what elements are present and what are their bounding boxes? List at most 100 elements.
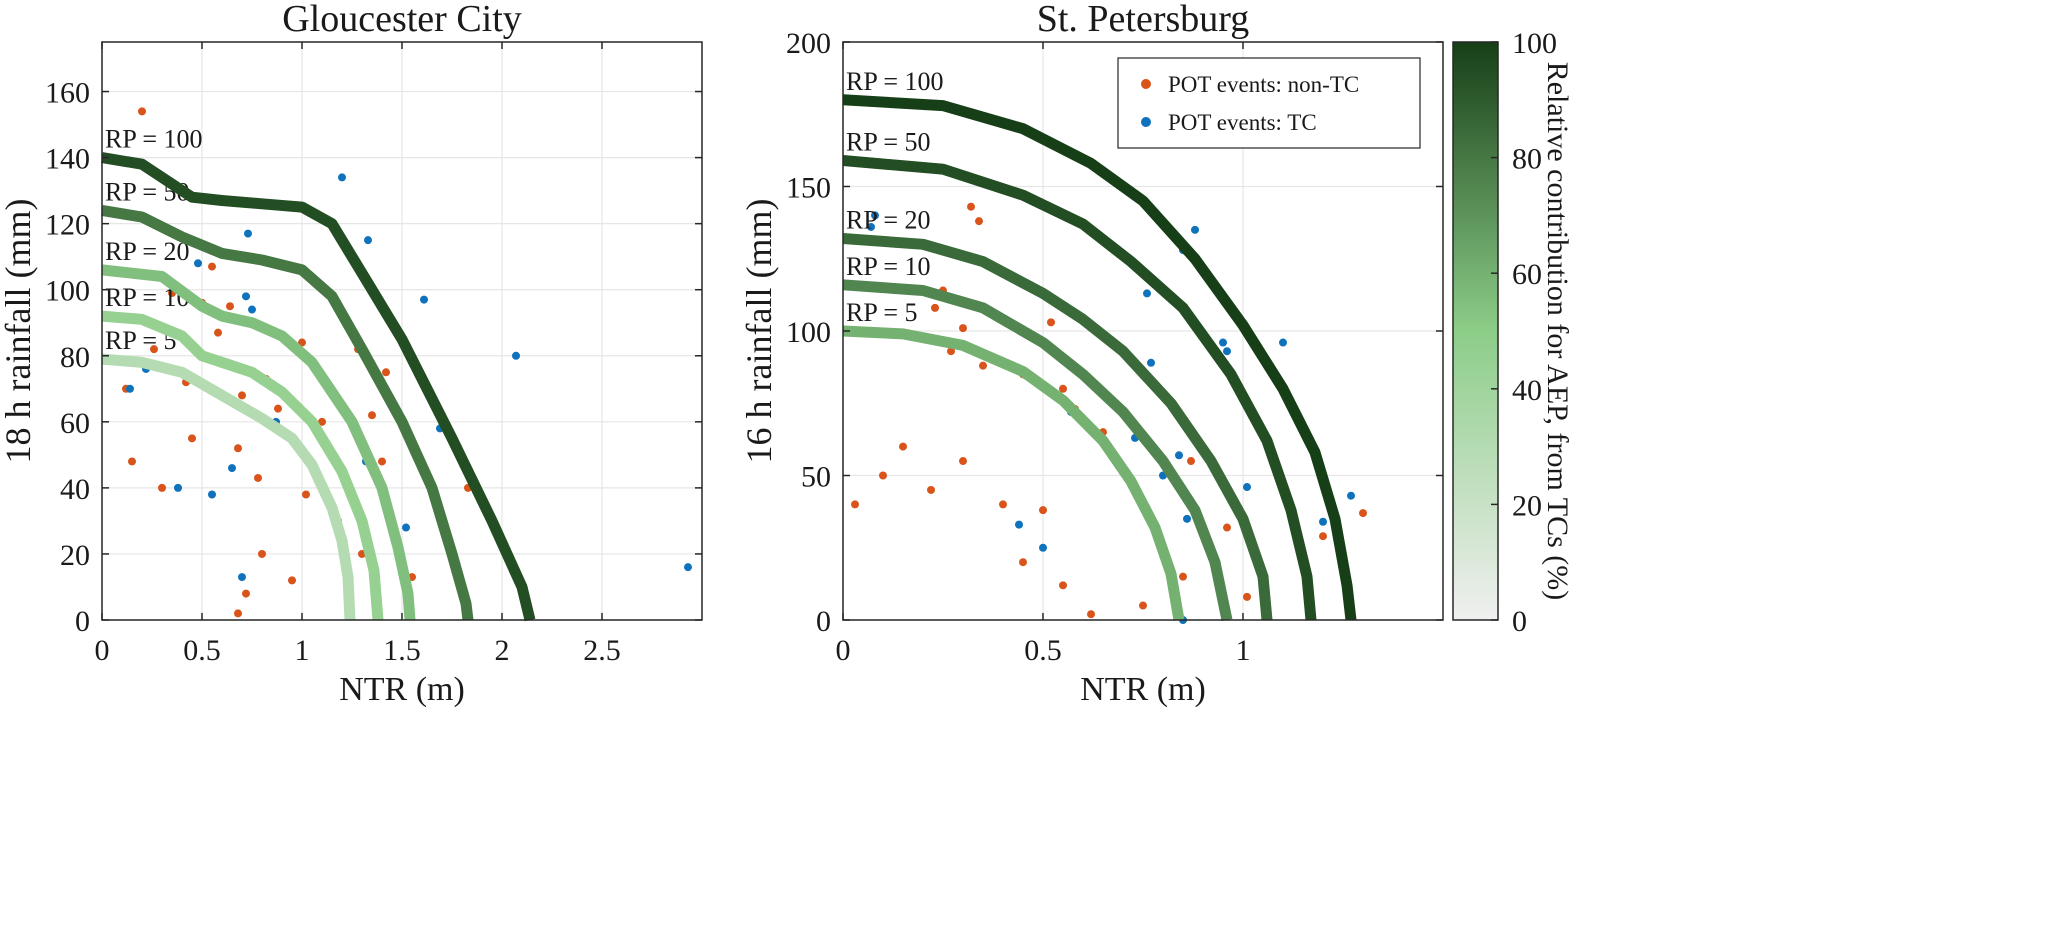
data-point	[368, 411, 376, 420]
data-point	[979, 361, 987, 370]
data-point	[242, 589, 250, 598]
x-tick-label: 1	[1236, 634, 1251, 667]
series-tc	[867, 211, 1355, 624]
y-tick-label: 100	[786, 316, 831, 349]
data-point	[238, 573, 246, 582]
data-point	[1319, 517, 1327, 526]
data-point	[1059, 581, 1067, 590]
x-tick-label: 2.5	[583, 634, 621, 667]
rp-curve	[842, 233, 1273, 621]
data-point	[208, 490, 216, 499]
colorbar-tick-label: 80	[1512, 143, 1542, 176]
data-point	[378, 457, 386, 466]
colorbar-label: Relative contribution for AEP, from TCs …	[1541, 62, 1574, 601]
data-point	[1347, 491, 1355, 500]
chart-panel-1: RP = 5 RP = 10 RP = 20 RP = 50 RP = 100 0 0.5 1…	[739, 0, 1444, 708]
y-tick-label: 0	[75, 605, 90, 638]
data-point	[242, 292, 250, 301]
data-point	[879, 471, 887, 480]
x-tick-label: 0	[95, 634, 110, 667]
data-point	[258, 549, 266, 558]
data-point	[1015, 520, 1023, 529]
y-tick-label: 50	[801, 461, 831, 494]
legend-entry: POT events: TC	[1168, 110, 1317, 135]
data-point	[188, 434, 196, 443]
rp-curve	[842, 94, 1357, 621]
data-point	[238, 391, 246, 400]
rp-curve	[101, 310, 384, 621]
data-point	[174, 483, 182, 492]
data-point	[420, 295, 428, 304]
data-point	[234, 609, 242, 618]
data-point	[194, 259, 202, 268]
rp-label: RP = 10	[846, 252, 931, 281]
y-axis-label: 18 h rainfall (mm)	[0, 199, 38, 464]
data-point	[1039, 506, 1047, 515]
data-point	[967, 202, 975, 211]
rp-label: RP = 5	[846, 298, 918, 327]
rp-curve	[101, 204, 474, 621]
data-point	[684, 563, 692, 572]
data-point	[1223, 347, 1231, 356]
rp-label: RP = 20	[846, 206, 931, 235]
data-point	[959, 324, 967, 333]
data-point	[851, 500, 859, 509]
data-point	[128, 457, 136, 466]
data-point	[382, 368, 390, 377]
data-point	[947, 347, 955, 356]
data-point	[1243, 483, 1251, 492]
y-tick-label: 0	[816, 605, 831, 638]
data-point	[1191, 225, 1199, 234]
data-point	[288, 576, 296, 585]
data-point	[1175, 451, 1183, 460]
data-point	[927, 485, 935, 494]
rp-label: RP = 50	[846, 127, 931, 156]
data-point	[1359, 509, 1367, 518]
data-point	[1019, 558, 1027, 567]
colorbar-tick-label: 60	[1512, 258, 1542, 291]
y-tick-label: 20	[60, 539, 90, 572]
colorbar-gradient	[1452, 41, 1499, 621]
x-tick-label: 2	[495, 634, 510, 667]
data-point	[1187, 457, 1195, 466]
rp-label: RP = 100	[105, 125, 203, 154]
rp-curve	[101, 353, 356, 621]
data-point	[1039, 543, 1047, 552]
series-tc	[126, 173, 692, 582]
x-tick-label: 0.5	[183, 634, 221, 667]
data-point	[871, 211, 879, 220]
colorbar-tick-label: 0	[1512, 605, 1527, 638]
x-axis-label: NTR (m)	[339, 671, 465, 708]
data-point	[1243, 592, 1251, 601]
data-point	[214, 328, 222, 337]
x-axis-label: NTR (m)	[1080, 671, 1206, 708]
data-point	[999, 500, 1007, 509]
data-point	[1087, 610, 1095, 619]
y-tick-label: 40	[60, 473, 90, 506]
data-point	[1219, 338, 1227, 347]
rp-curve	[842, 279, 1233, 622]
legend: POT events: non-TC POT events: TC	[1117, 57, 1421, 149]
legend-marker	[1141, 117, 1151, 127]
data-point	[234, 444, 242, 453]
rp-curve	[842, 325, 1185, 621]
y-tick-label: 100	[45, 275, 90, 308]
data-point	[1223, 523, 1231, 532]
data-point	[1179, 572, 1187, 581]
data-point	[975, 217, 983, 226]
legend-marker	[1141, 79, 1151, 89]
x-tick-label: 0.5	[1024, 634, 1062, 667]
y-tick-label: 120	[45, 209, 90, 242]
data-point	[208, 262, 216, 271]
rp-label: RP = 20	[105, 237, 190, 266]
data-point	[931, 303, 939, 312]
colorbar-tick-label: 100	[1512, 27, 1557, 60]
x-tick-label: 1	[295, 634, 310, 667]
rp-curve	[842, 155, 1317, 621]
y-tick-label: 200	[786, 27, 831, 60]
data-point	[959, 457, 967, 466]
data-point	[150, 345, 158, 354]
data-point	[512, 351, 520, 360]
